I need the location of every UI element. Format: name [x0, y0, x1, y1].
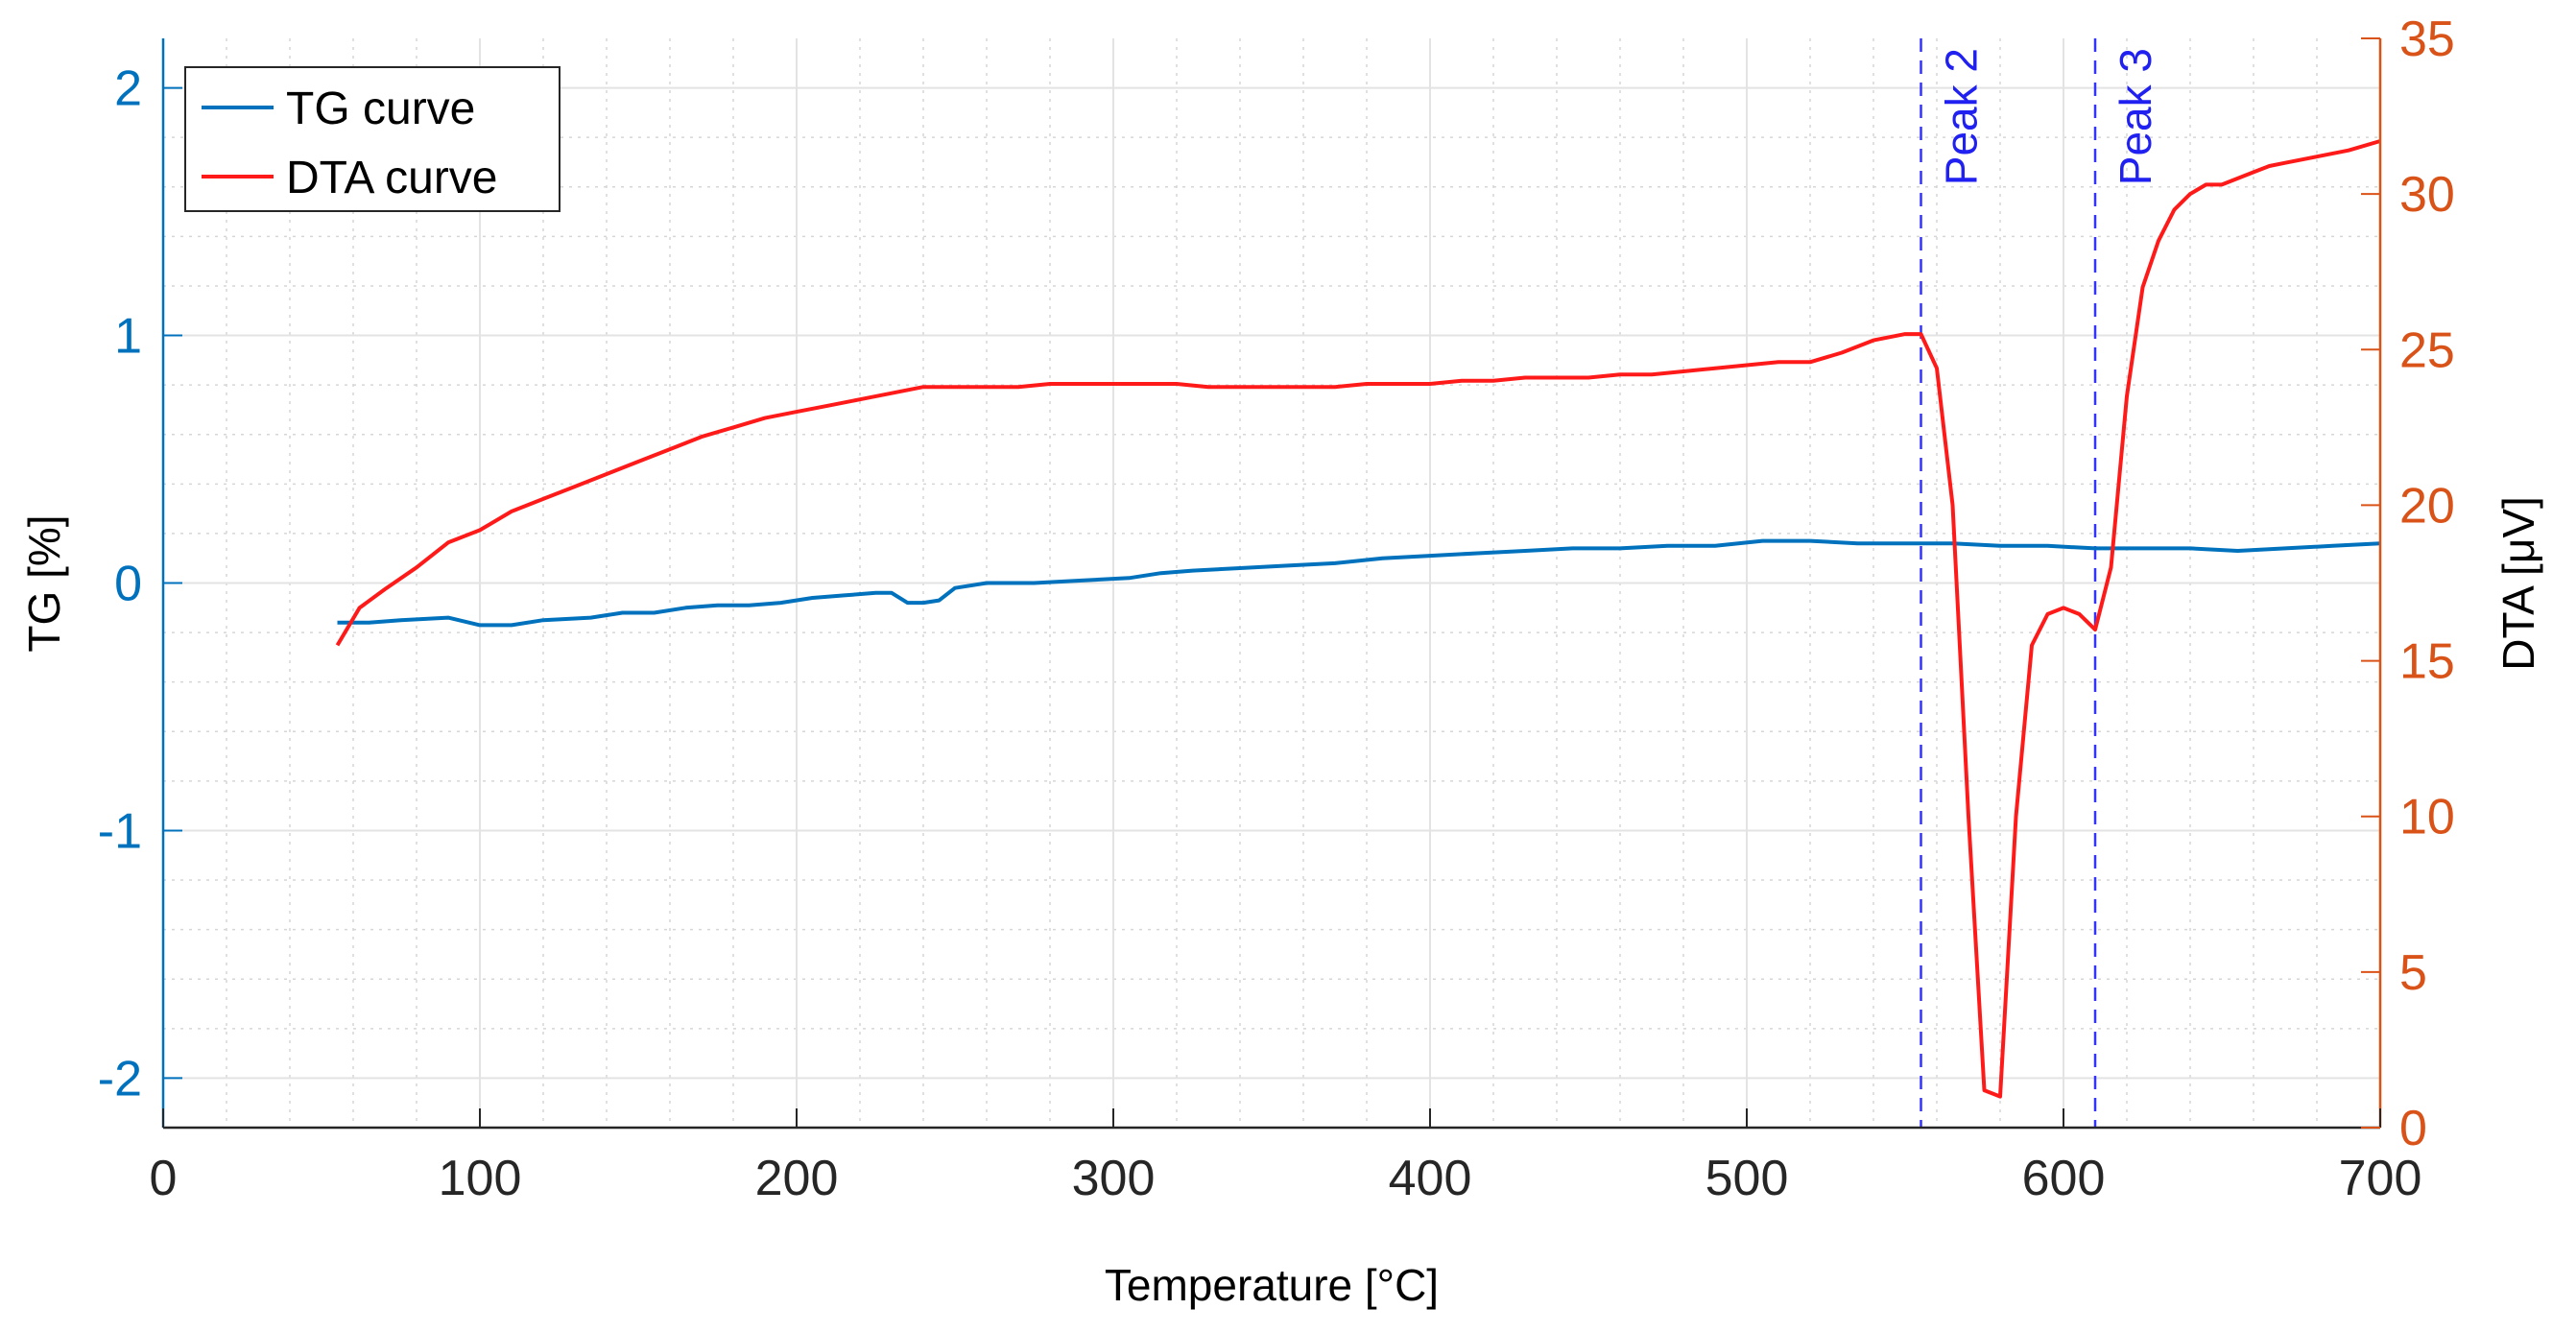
left-tick-label: 1 — [114, 309, 142, 365]
peak-markers: Peak 2 Peak 3 — [1920, 38, 2160, 1128]
x-tick-label: 400 — [1389, 1151, 1472, 1206]
peak-label: Peak 3 — [2111, 48, 2160, 185]
x-axis-title: Temperature [°C] — [1105, 1260, 1439, 1310]
left-axis-title: TG [%] — [19, 514, 69, 652]
left-tick-label: 2 — [114, 61, 142, 117]
left-tick-label: -1 — [98, 803, 142, 859]
legend-box — [184, 66, 561, 212]
right-tick-label: 10 — [2399, 790, 2455, 845]
axes — [161, 37, 2382, 1130]
x-tick-label: 300 — [1072, 1151, 1156, 1206]
legend-tg-label: TG curve — [286, 83, 475, 134]
legend: TG curve DTA curve — [184, 66, 561, 212]
right-tick-label: 25 — [2399, 322, 2455, 378]
right-tick-label: 15 — [2399, 634, 2455, 690]
left-tick-label: 0 — [114, 557, 142, 612]
x-tick-label: 200 — [755, 1151, 839, 1206]
right-tick-label: 20 — [2399, 478, 2455, 534]
peak-label: Peak 2 — [1937, 48, 1987, 185]
x-tick-label: 600 — [2022, 1151, 2106, 1206]
right-tick-label: 0 — [2399, 1101, 2427, 1156]
right-axis-title: DTA [μV] — [2493, 496, 2543, 671]
dta-curve-line — [335, 139, 2381, 1099]
grid — [162, 38, 2381, 1128]
tg-curve-line — [337, 538, 2381, 628]
x-tick-label: 700 — [2339, 1151, 2422, 1206]
x-tick-label: 500 — [1705, 1151, 1789, 1206]
x-tick-label: 100 — [439, 1151, 522, 1206]
tick-labels: 0 100 200 300 400 500 600 700210-1-235302520151… — [98, 12, 2455, 1206]
right-tick-label: 5 — [2399, 945, 2427, 1001]
right-tick-label: 35 — [2399, 12, 2455, 67]
x-tick-label: 0 — [150, 1151, 178, 1206]
left-tick-label: -2 — [98, 1051, 142, 1107]
legend-dta-label: DTA curve — [286, 153, 498, 203]
right-tick-label: 30 — [2399, 167, 2455, 223]
data-series — [335, 139, 2381, 1099]
